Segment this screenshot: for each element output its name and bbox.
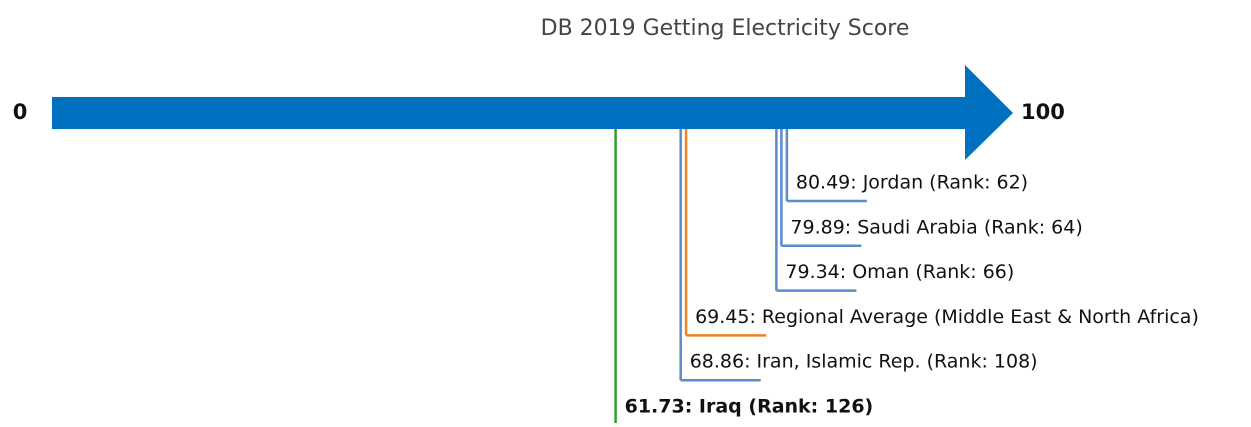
tick-label: 0 <box>13 100 28 124</box>
marker-label: 69.45: Regional Average (Middle East & N… <box>695 306 1199 328</box>
tick-label: 100 <box>1021 100 1065 124</box>
arrow <box>52 65 1013 160</box>
marker-label: 80.49: Jordan (Rank: 62) <box>796 172 1028 194</box>
marker-label: 79.89: Saudi Arabia (Rank: 64) <box>790 216 1082 238</box>
marker-label: 79.34: Oman (Rank: 66) <box>785 261 1014 283</box>
chart-title: DB 2019 Getting Electricity Score <box>541 16 910 41</box>
marker-label: 68.86: Iran, Islamic Rep. (Rank: 108) <box>690 351 1038 373</box>
marker-label: 61.73: Iraq (Rank: 126) <box>625 396 874 418</box>
